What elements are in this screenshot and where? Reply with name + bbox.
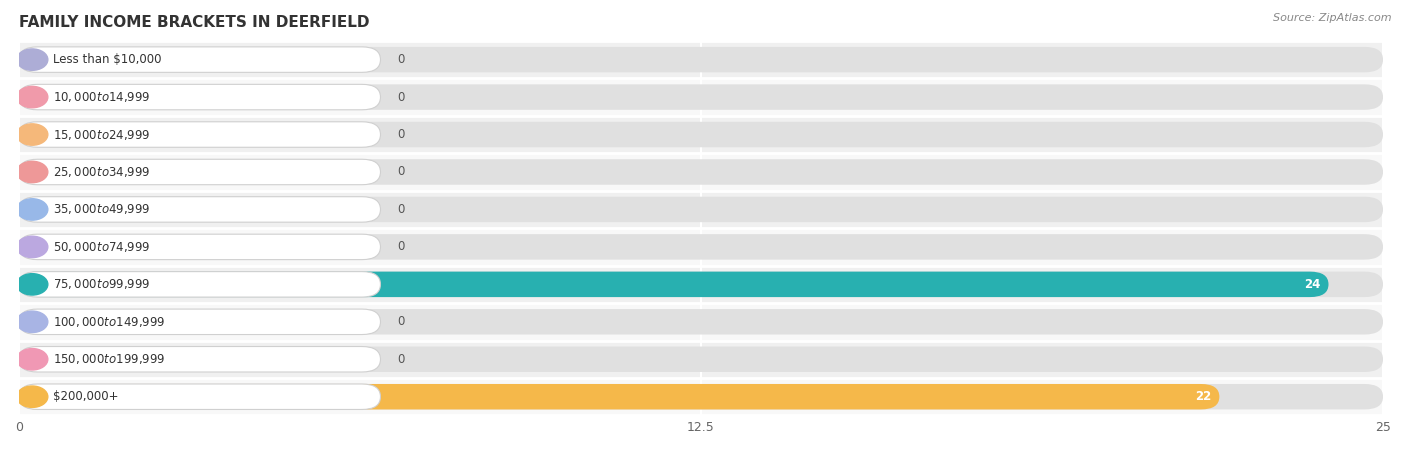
Text: 0: 0 [396, 353, 404, 366]
Text: 0: 0 [396, 91, 404, 104]
FancyBboxPatch shape [20, 309, 1384, 335]
Circle shape [17, 86, 48, 108]
Bar [20, 153, 1384, 191]
Circle shape [17, 386, 48, 407]
FancyBboxPatch shape [20, 84, 1384, 110]
FancyBboxPatch shape [20, 122, 1384, 147]
Text: $25,000 to $34,999: $25,000 to $34,999 [53, 165, 150, 179]
Text: $10,000 to $14,999: $10,000 to $14,999 [53, 90, 150, 104]
FancyBboxPatch shape [20, 272, 1329, 297]
Text: 0: 0 [396, 203, 404, 216]
Text: 22: 22 [1195, 390, 1211, 403]
Circle shape [17, 273, 48, 295]
FancyBboxPatch shape [20, 384, 1219, 409]
Circle shape [17, 124, 48, 145]
Text: Source: ZipAtlas.com: Source: ZipAtlas.com [1274, 13, 1392, 23]
Text: $15,000 to $24,999: $15,000 to $24,999 [53, 128, 150, 141]
Bar [20, 78, 1384, 116]
FancyBboxPatch shape [20, 84, 381, 110]
FancyBboxPatch shape [20, 159, 1384, 185]
FancyBboxPatch shape [20, 159, 381, 185]
FancyBboxPatch shape [20, 122, 381, 147]
FancyBboxPatch shape [20, 47, 1384, 72]
Circle shape [17, 311, 48, 333]
Circle shape [17, 49, 48, 70]
Bar [20, 228, 1384, 266]
FancyBboxPatch shape [20, 272, 381, 297]
Bar [20, 41, 1384, 78]
FancyBboxPatch shape [20, 47, 381, 72]
Bar [20, 116, 1384, 153]
Text: $200,000+: $200,000+ [53, 390, 118, 403]
FancyBboxPatch shape [20, 347, 1384, 372]
Bar [20, 191, 1384, 228]
Text: $50,000 to $74,999: $50,000 to $74,999 [53, 240, 150, 254]
Text: 0: 0 [396, 315, 404, 328]
Text: FAMILY INCOME BRACKETS IN DEERFIELD: FAMILY INCOME BRACKETS IN DEERFIELD [20, 15, 370, 30]
Circle shape [17, 236, 48, 258]
Text: 0: 0 [396, 166, 404, 179]
FancyBboxPatch shape [20, 384, 1384, 409]
FancyBboxPatch shape [20, 197, 1384, 222]
Text: 24: 24 [1303, 278, 1320, 291]
FancyBboxPatch shape [20, 197, 381, 222]
Text: $150,000 to $199,999: $150,000 to $199,999 [53, 352, 166, 366]
Text: $75,000 to $99,999: $75,000 to $99,999 [53, 277, 150, 291]
Bar [20, 266, 1384, 303]
FancyBboxPatch shape [20, 234, 381, 260]
Text: $100,000 to $149,999: $100,000 to $149,999 [53, 315, 166, 329]
FancyBboxPatch shape [20, 272, 1384, 297]
Bar [20, 340, 1384, 378]
Circle shape [17, 161, 48, 183]
Circle shape [17, 348, 48, 370]
FancyBboxPatch shape [20, 384, 381, 409]
Text: 0: 0 [396, 53, 404, 66]
Text: Less than $10,000: Less than $10,000 [53, 53, 162, 66]
FancyBboxPatch shape [20, 309, 381, 335]
FancyBboxPatch shape [20, 347, 381, 372]
Bar [20, 303, 1384, 340]
Circle shape [17, 199, 48, 220]
Text: $35,000 to $49,999: $35,000 to $49,999 [53, 202, 150, 216]
Text: 0: 0 [396, 128, 404, 141]
FancyBboxPatch shape [20, 234, 1384, 260]
Text: 0: 0 [396, 240, 404, 253]
Bar [20, 378, 1384, 415]
